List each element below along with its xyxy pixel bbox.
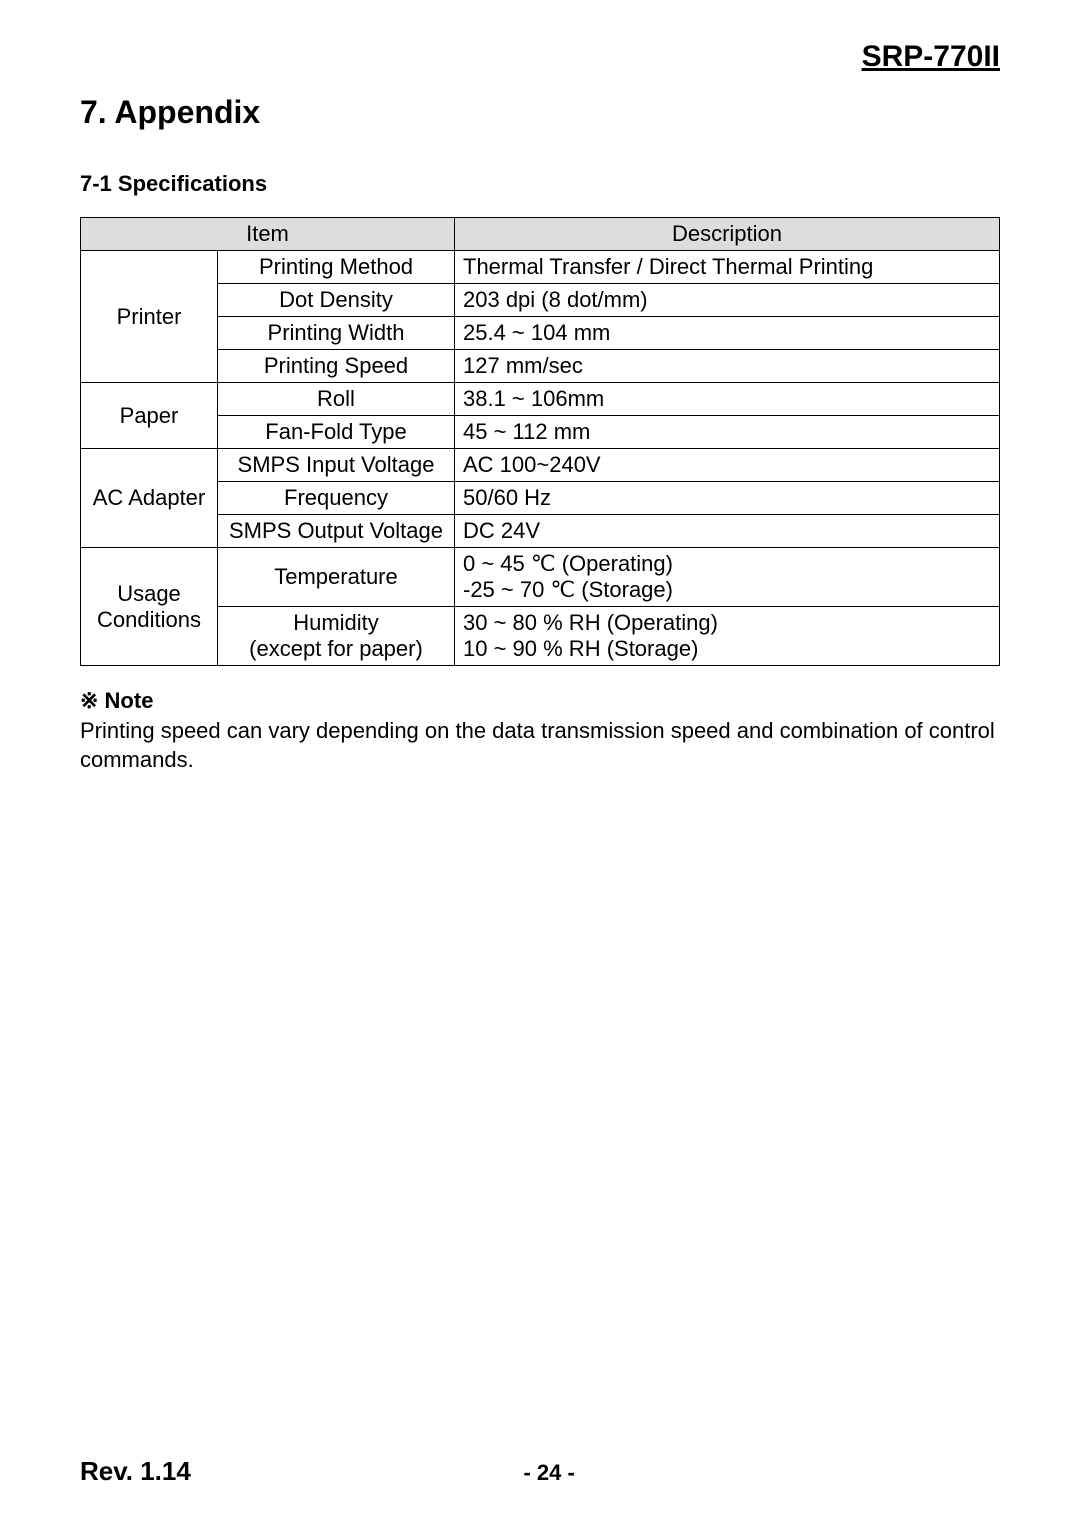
item-cell: SMPS Output Voltage [218, 515, 455, 548]
header-item: Item [81, 218, 455, 251]
header-description: Description [455, 218, 1000, 251]
item-cell: Temperature [218, 548, 455, 607]
desc-cell: DC 24V [455, 515, 1000, 548]
table-row: Printer Printing Method Thermal Transfer… [81, 251, 1000, 284]
category-printer: Printer [81, 251, 218, 383]
table-row: Usage Conditions Temperature 0 ~ 45 ℃ (O… [81, 548, 1000, 607]
footer-page-number: - 24 - [191, 1460, 908, 1486]
table-row: Printing Speed 127 mm/sec [81, 350, 1000, 383]
table-row: SMPS Output Voltage DC 24V [81, 515, 1000, 548]
table-row: Dot Density 203 dpi (8 dot/mm) [81, 284, 1000, 317]
section-title: 7. Appendix [80, 94, 1000, 131]
category-ac-adapter: AC Adapter [81, 449, 218, 548]
item-cell: Fan-Fold Type [218, 416, 455, 449]
table-row: AC Adapter SMPS Input Voltage AC 100~240… [81, 449, 1000, 482]
note-label: ※ Note [80, 686, 1000, 716]
category-usage-conditions: Usage Conditions [81, 548, 218, 666]
item-cell: SMPS Input Voltage [218, 449, 455, 482]
table-row: Humidity(except for paper) 30 ~ 80 % RH … [81, 607, 1000, 666]
desc-cell: 127 mm/sec [455, 350, 1000, 383]
desc-cell: 30 ~ 80 % RH (Operating)10 ~ 90 % RH (St… [455, 607, 1000, 666]
note-text: Printing speed can vary depending on the… [80, 716, 1000, 775]
category-paper: Paper [81, 383, 218, 449]
page-footer: Rev. 1.14 - 24 - Rev. 1.14 [80, 1456, 1000, 1487]
desc-cell: 0 ~ 45 ℃ (Operating)-25 ~ 70 ℃ (Storage) [455, 548, 1000, 607]
table-header-row: Item Description [81, 218, 1000, 251]
table-row: Frequency 50/60 Hz [81, 482, 1000, 515]
item-cell: Roll [218, 383, 455, 416]
desc-cell: 45 ~ 112 mm [455, 416, 1000, 449]
desc-cell: Thermal Transfer / Direct Thermal Printi… [455, 251, 1000, 284]
item-cell: Printing Method [218, 251, 455, 284]
desc-cell: 38.1 ~ 106mm [455, 383, 1000, 416]
sub-section-title: 7-1 Specifications [80, 171, 1000, 197]
desc-cell: AC 100~240V [455, 449, 1000, 482]
item-cell: Dot Density [218, 284, 455, 317]
item-cell: Humidity(except for paper) [218, 607, 455, 666]
item-cell: Frequency [218, 482, 455, 515]
desc-cell: 203 dpi (8 dot/mm) [455, 284, 1000, 317]
item-cell: Printing Speed [218, 350, 455, 383]
product-header: SRP-770II [80, 40, 1000, 74]
table-row: Paper Roll 38.1 ~ 106mm [81, 383, 1000, 416]
item-cell: Printing Width [218, 317, 455, 350]
note-block: ※ Note Printing speed can vary depending… [80, 686, 1000, 775]
table-row: Printing Width 25.4 ~ 104 mm [81, 317, 1000, 350]
desc-cell: 25.4 ~ 104 mm [455, 317, 1000, 350]
footer-rev: Rev. 1.14 [80, 1456, 191, 1487]
desc-cell: 50/60 Hz [455, 482, 1000, 515]
table-row: Fan-Fold Type 45 ~ 112 mm [81, 416, 1000, 449]
specifications-table: Item Description Printer Printing Method… [80, 217, 1000, 666]
